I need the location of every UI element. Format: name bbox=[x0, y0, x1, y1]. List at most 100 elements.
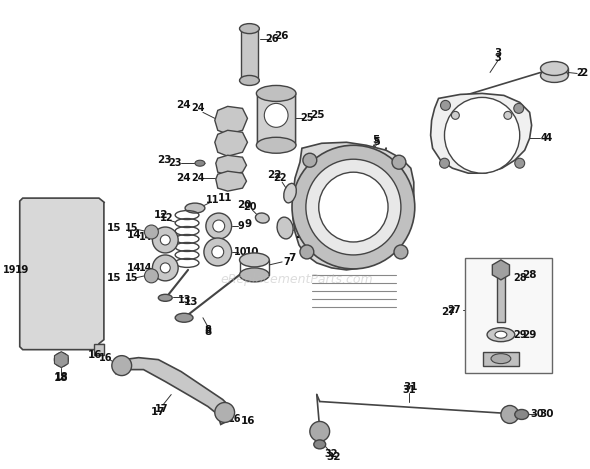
Ellipse shape bbox=[240, 76, 260, 85]
Text: 11: 11 bbox=[218, 193, 232, 203]
Ellipse shape bbox=[358, 194, 379, 202]
Circle shape bbox=[112, 356, 132, 376]
Text: 15: 15 bbox=[107, 273, 122, 283]
Circle shape bbox=[292, 145, 415, 269]
Bar bbox=[257, 93, 295, 145]
Circle shape bbox=[212, 246, 224, 258]
Text: 2: 2 bbox=[577, 68, 584, 78]
Circle shape bbox=[306, 159, 401, 255]
Text: 21: 21 bbox=[295, 230, 309, 240]
Text: 14: 14 bbox=[127, 263, 142, 273]
Text: 6: 6 bbox=[391, 163, 397, 173]
Ellipse shape bbox=[240, 253, 269, 267]
Circle shape bbox=[515, 158, 525, 168]
Circle shape bbox=[441, 100, 450, 110]
Polygon shape bbox=[215, 130, 247, 156]
Circle shape bbox=[440, 158, 450, 168]
Bar bbox=[483, 352, 519, 366]
Text: 12: 12 bbox=[159, 213, 173, 223]
Text: 30: 30 bbox=[539, 409, 554, 419]
Text: 1: 1 bbox=[350, 250, 357, 260]
Circle shape bbox=[204, 238, 232, 266]
Text: 24: 24 bbox=[176, 173, 191, 183]
Text: 22: 22 bbox=[273, 173, 287, 183]
Text: 5: 5 bbox=[372, 135, 380, 145]
Circle shape bbox=[145, 269, 158, 283]
Circle shape bbox=[206, 213, 232, 239]
Text: 32: 32 bbox=[326, 452, 341, 462]
Text: 10: 10 bbox=[244, 247, 259, 257]
Circle shape bbox=[145, 225, 158, 239]
Circle shape bbox=[300, 245, 314, 259]
Ellipse shape bbox=[257, 85, 296, 101]
Ellipse shape bbox=[255, 213, 269, 223]
Text: 8: 8 bbox=[204, 327, 211, 337]
Text: 10: 10 bbox=[234, 247, 247, 257]
Text: 24: 24 bbox=[191, 103, 205, 113]
Circle shape bbox=[264, 103, 288, 127]
Ellipse shape bbox=[343, 188, 364, 196]
Text: 4: 4 bbox=[545, 133, 552, 144]
Bar bbox=[497, 270, 505, 322]
Text: 20: 20 bbox=[237, 200, 252, 210]
Circle shape bbox=[444, 98, 520, 173]
Circle shape bbox=[501, 406, 519, 424]
Text: 13: 13 bbox=[183, 297, 198, 307]
Bar bbox=[466, 258, 552, 372]
Circle shape bbox=[451, 111, 460, 119]
Text: eReplacementParts.com: eReplacementParts.com bbox=[221, 273, 373, 287]
Text: 12: 12 bbox=[154, 210, 169, 220]
Circle shape bbox=[215, 402, 235, 423]
Circle shape bbox=[392, 155, 406, 169]
Circle shape bbox=[514, 103, 524, 113]
Circle shape bbox=[160, 263, 171, 273]
Ellipse shape bbox=[515, 409, 529, 419]
Circle shape bbox=[319, 172, 388, 242]
Text: 31: 31 bbox=[402, 385, 415, 394]
Ellipse shape bbox=[284, 183, 296, 203]
Text: 21: 21 bbox=[307, 233, 322, 243]
Text: 7: 7 bbox=[289, 253, 296, 263]
Polygon shape bbox=[216, 171, 247, 191]
Bar bbox=[241, 29, 258, 81]
Text: 14: 14 bbox=[127, 230, 142, 240]
Text: 24: 24 bbox=[176, 100, 191, 110]
Polygon shape bbox=[94, 344, 104, 355]
Text: 13: 13 bbox=[178, 295, 192, 305]
Ellipse shape bbox=[240, 23, 260, 34]
Ellipse shape bbox=[240, 268, 269, 282]
Text: 18: 18 bbox=[54, 371, 68, 382]
Text: 3: 3 bbox=[494, 53, 501, 62]
Text: 16: 16 bbox=[228, 415, 241, 424]
Ellipse shape bbox=[185, 203, 205, 213]
Circle shape bbox=[152, 255, 178, 281]
Text: 22: 22 bbox=[267, 170, 281, 180]
Text: 14: 14 bbox=[139, 263, 152, 273]
Circle shape bbox=[310, 422, 330, 441]
Text: 15: 15 bbox=[107, 223, 122, 233]
Text: 31: 31 bbox=[404, 382, 418, 392]
Text: 20: 20 bbox=[244, 202, 257, 212]
Polygon shape bbox=[54, 352, 68, 368]
Polygon shape bbox=[492, 260, 510, 280]
Ellipse shape bbox=[175, 313, 193, 322]
Text: 25: 25 bbox=[310, 110, 324, 121]
Text: 15: 15 bbox=[125, 273, 139, 283]
Ellipse shape bbox=[314, 440, 326, 449]
Text: 19: 19 bbox=[4, 265, 17, 275]
Text: 26: 26 bbox=[274, 30, 289, 41]
Text: 9: 9 bbox=[237, 221, 244, 231]
Text: 32: 32 bbox=[325, 449, 338, 459]
Text: 28: 28 bbox=[513, 273, 526, 283]
Text: 2: 2 bbox=[580, 68, 588, 78]
Ellipse shape bbox=[491, 354, 511, 363]
Ellipse shape bbox=[158, 295, 172, 301]
Text: 7: 7 bbox=[284, 257, 290, 267]
Polygon shape bbox=[215, 106, 247, 134]
Text: 29: 29 bbox=[513, 330, 526, 340]
Text: 23: 23 bbox=[168, 158, 182, 168]
Text: 17: 17 bbox=[151, 408, 166, 417]
Text: 4: 4 bbox=[541, 133, 548, 144]
Text: 11: 11 bbox=[206, 195, 219, 205]
Text: 8: 8 bbox=[204, 325, 211, 335]
